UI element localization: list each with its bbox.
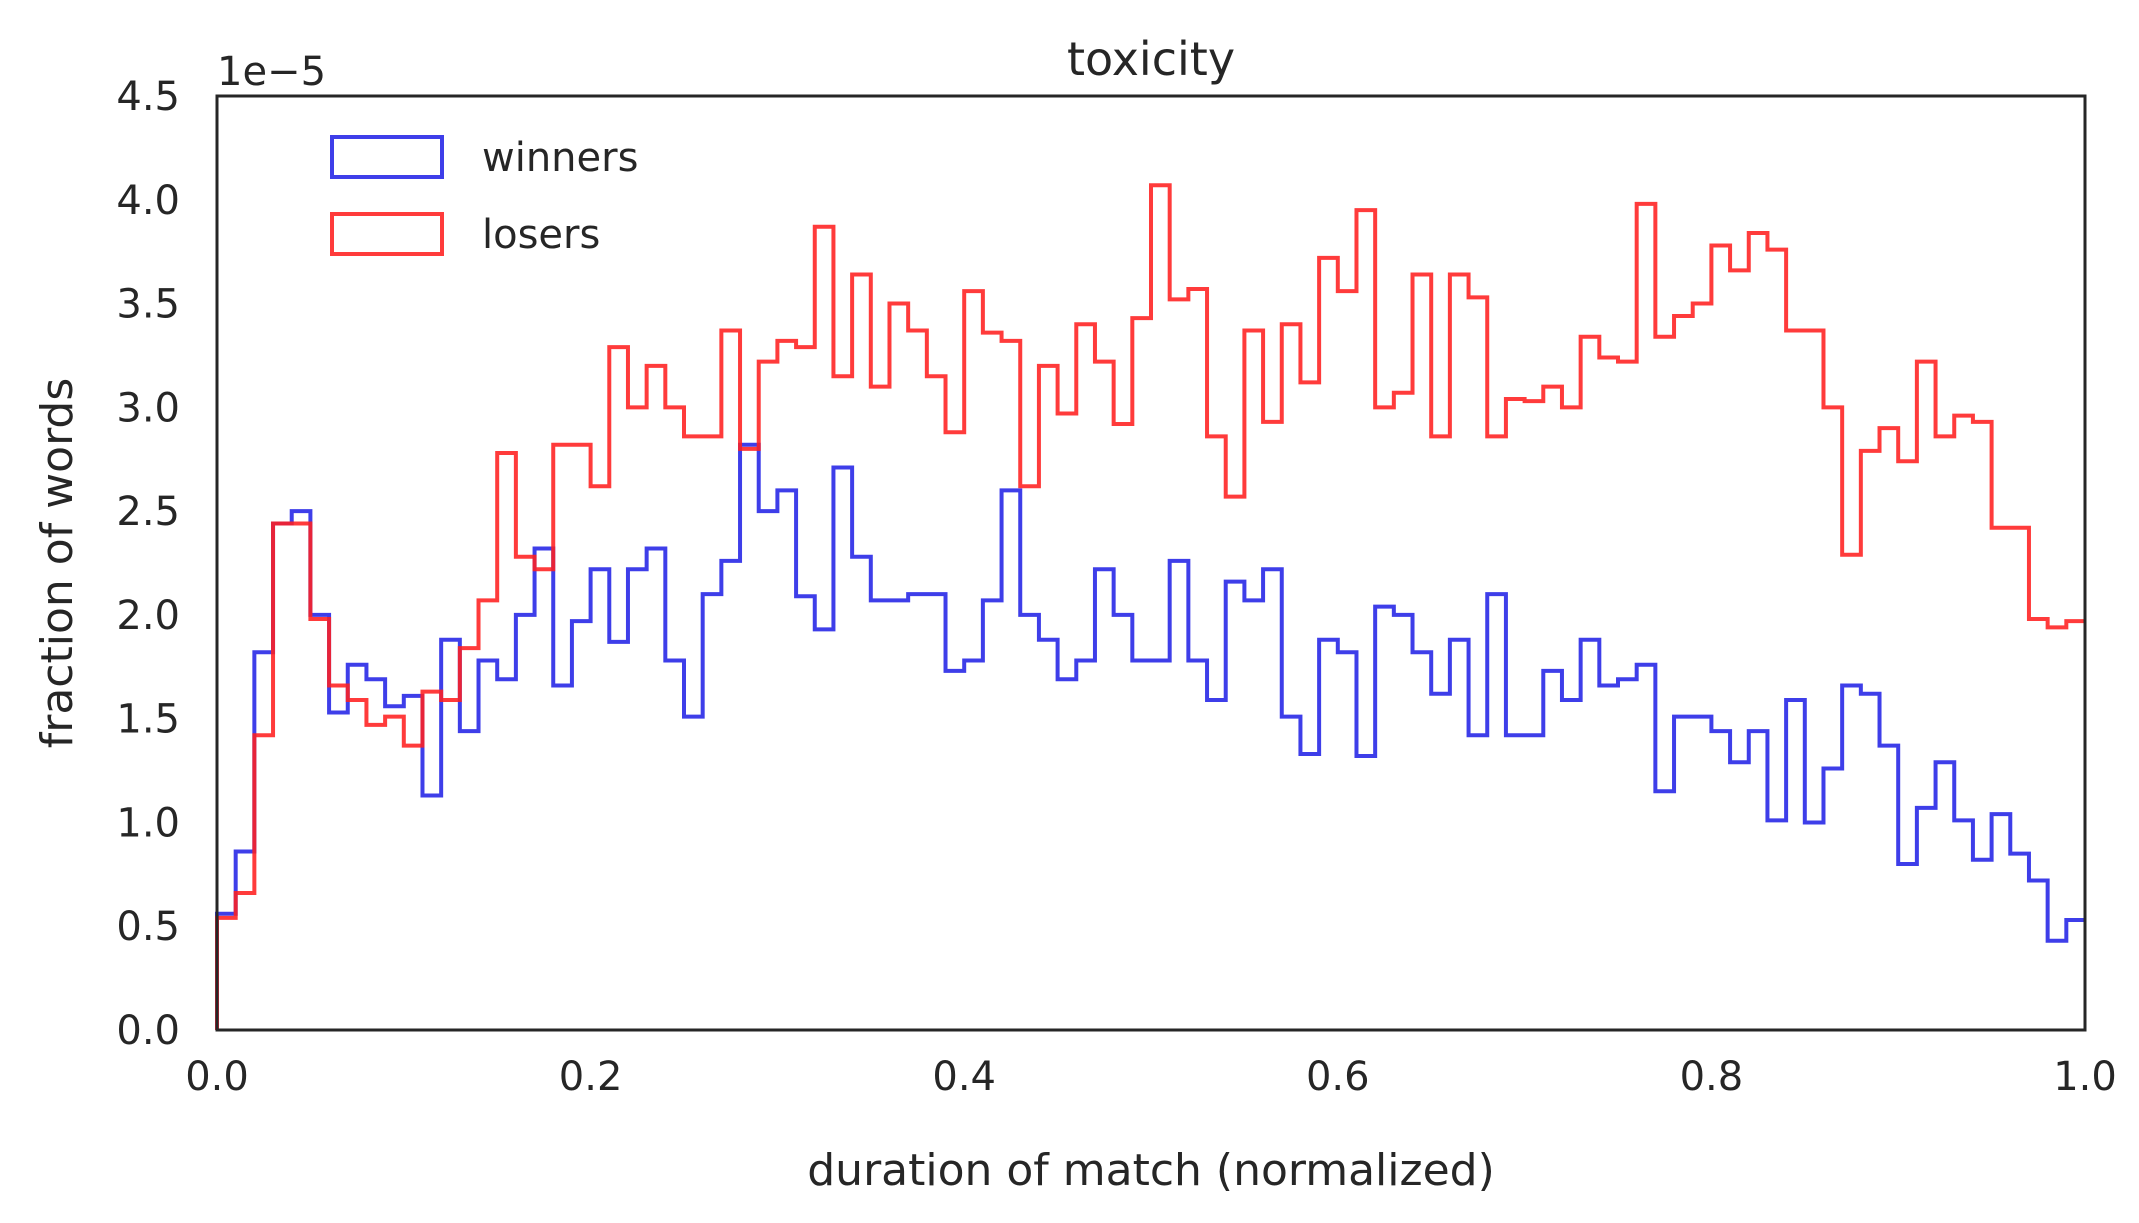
plot-frame xyxy=(215,94,2087,1032)
x-tick-label: 0.6 xyxy=(1306,1054,1370,1100)
x-tick-labels: 0.0 0.2 0.4 0.6 0.8 1.0 xyxy=(185,1054,2117,1100)
legend-label-losers: losers xyxy=(482,212,600,258)
legend-swatch-losers xyxy=(330,212,444,256)
y-offset-label: 1e−5 xyxy=(217,49,326,95)
x-tick-label: 0.4 xyxy=(932,1054,996,1100)
legend-label-winners: winners xyxy=(482,135,638,181)
x-axis-label: duration of match (normalized) xyxy=(807,1145,1495,1196)
y-tick-label: 0.5 xyxy=(116,904,180,950)
series-layer xyxy=(215,183,2085,1030)
series-losers-line xyxy=(215,183,2085,1030)
x-tick-label: 0.8 xyxy=(1680,1054,1744,1100)
chart-title: toxicity xyxy=(1067,32,1235,86)
y-tick-labels: 0.0 0.5 1.0 1.5 2.0 2.5 3.0 3.5 4.0 4.5 xyxy=(116,74,180,1054)
y-tick-label: 2.5 xyxy=(116,489,180,535)
legend: winners losers xyxy=(330,135,638,258)
series-winners-line xyxy=(215,442,2085,1030)
y-tick-label: 0.0 xyxy=(116,1008,180,1054)
y-tick-label: 2.0 xyxy=(116,593,180,639)
y-tick-label: 3.5 xyxy=(116,282,180,328)
y-tick-label: 4.0 xyxy=(116,178,180,224)
y-axis-label: fraction of words xyxy=(32,378,83,748)
y-tick-label: 3.0 xyxy=(116,385,180,431)
y-tick-label: 1.5 xyxy=(116,697,180,743)
x-tick-label: 0.2 xyxy=(559,1054,623,1100)
legend-swatch-winners xyxy=(330,135,444,179)
x-tick-label: 1.0 xyxy=(2053,1054,2117,1100)
x-tick-label: 0.0 xyxy=(185,1054,249,1100)
y-tick-label: 1.0 xyxy=(116,800,180,846)
y-tick-label: 4.5 xyxy=(116,74,180,120)
